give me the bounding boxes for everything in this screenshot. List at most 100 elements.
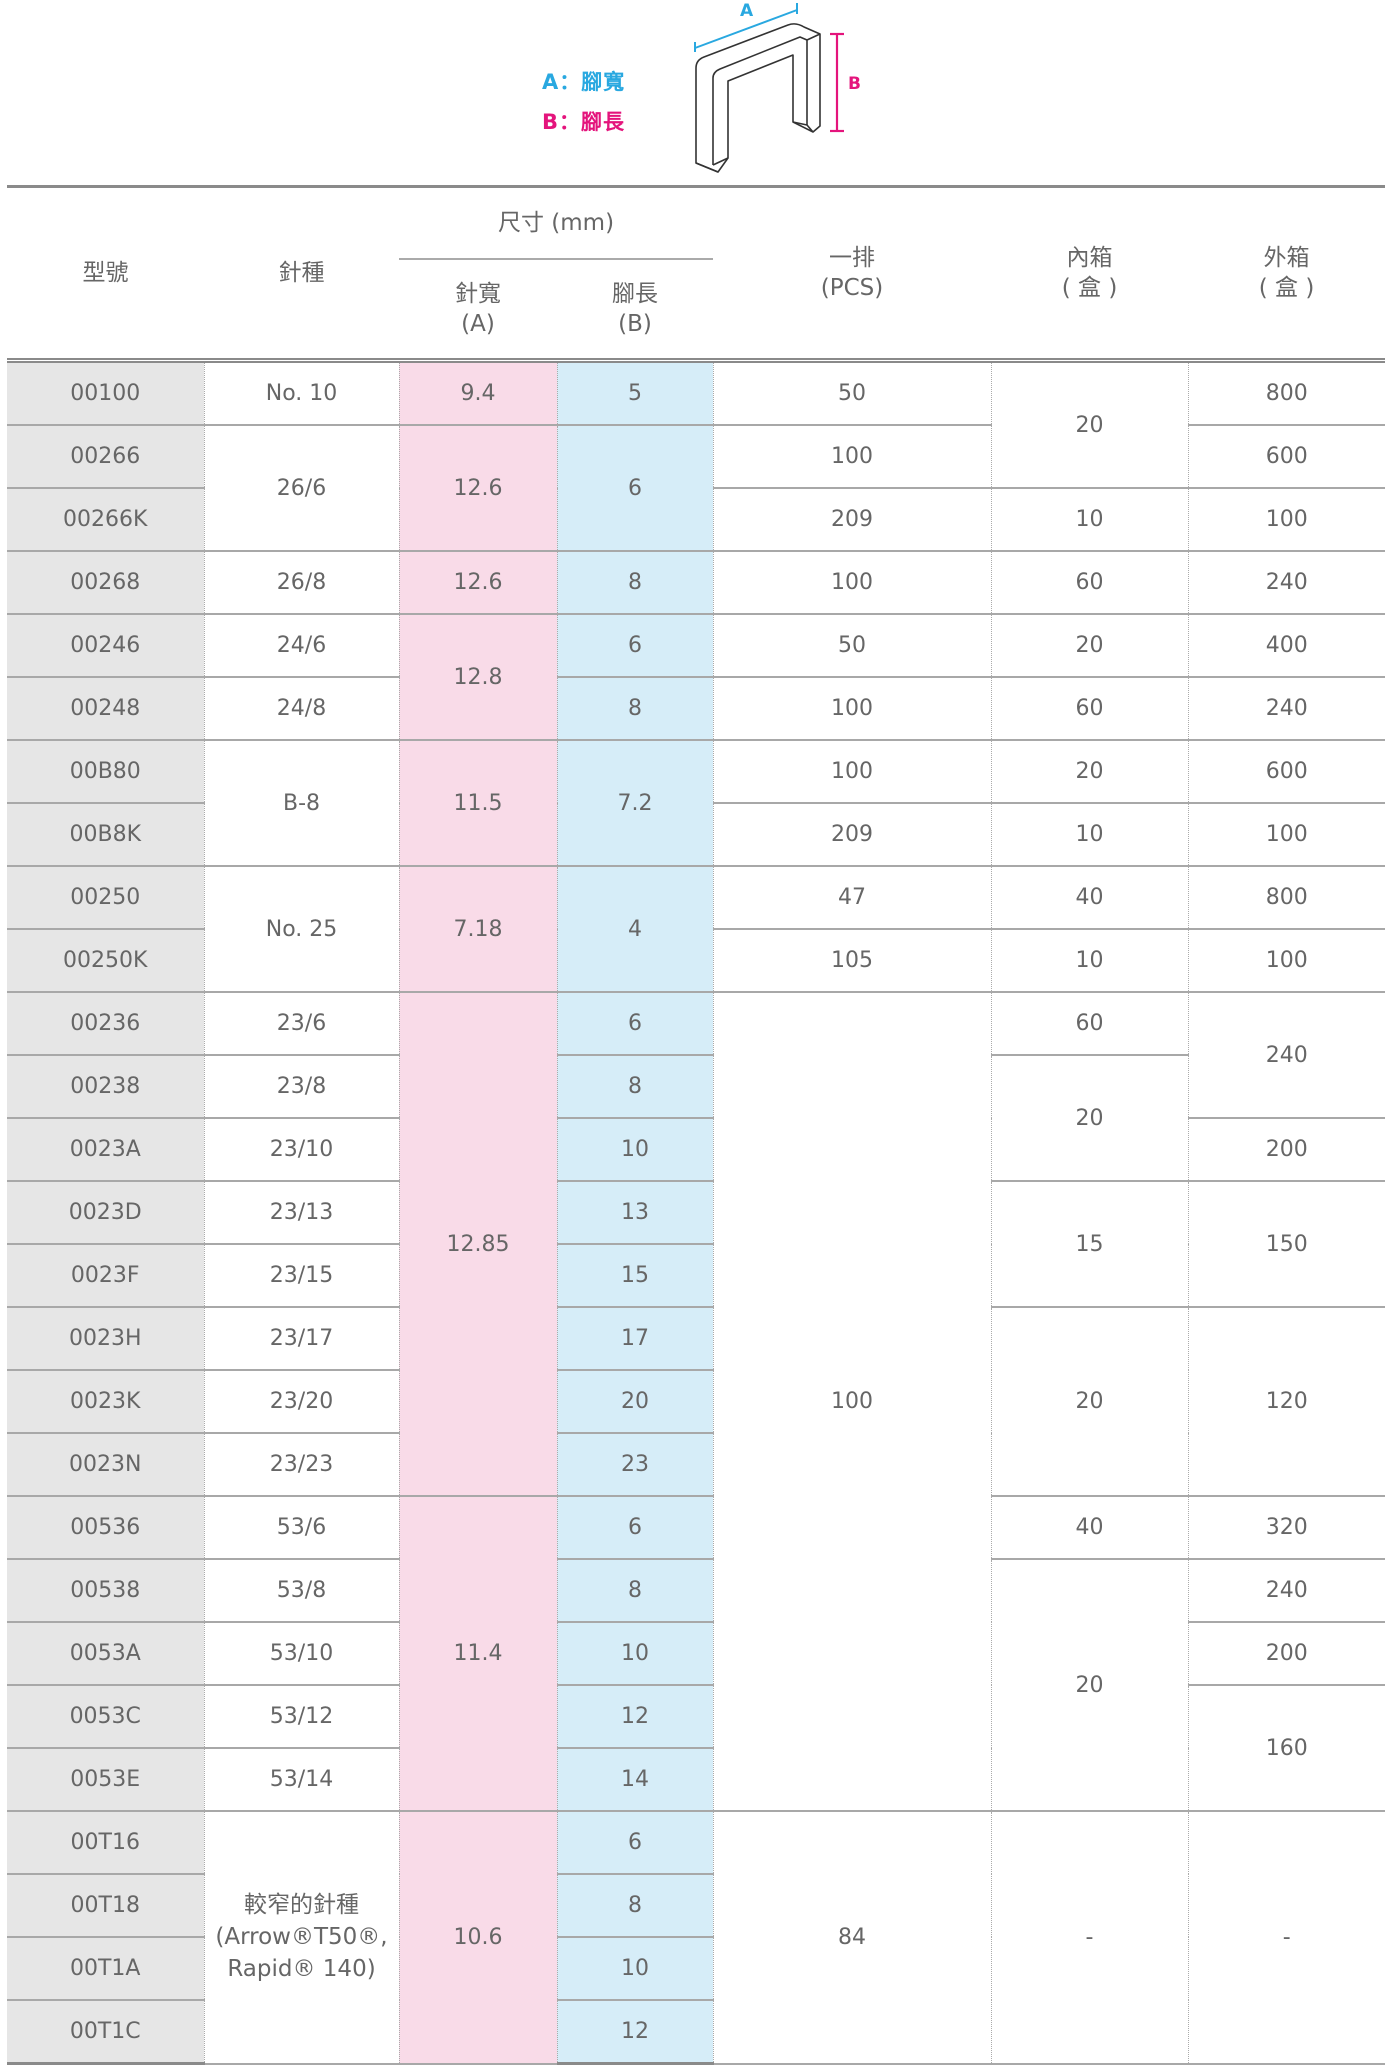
cell-outer: 100 <box>1187 803 1386 867</box>
cell-type: 23/10 <box>203 1118 399 1182</box>
cell-outer: 100 <box>1187 488 1386 552</box>
cell-outer: 240 <box>1187 677 1386 741</box>
cell-model: 0053A <box>7 1622 204 1686</box>
cell-model: 00T16 <box>7 1811 204 1875</box>
header-outer-label: 外箱 <box>1263 245 1310 271</box>
cell-model: 00250K <box>7 929 204 993</box>
cell-model: 00B8K <box>7 803 204 867</box>
cell-model: 0023N <box>7 1433 204 1497</box>
cell-outer: 600 <box>1187 425 1386 489</box>
cell-model: 0023K <box>7 1370 204 1434</box>
table-row: 00266 26/6 12.6 6 100 600 <box>7 425 1386 552</box>
cell-pcs: 100 <box>712 425 992 489</box>
table-row: 00B80 B-8 11.5 7.2 100 20 600 <box>7 740 1386 867</box>
cell-leg: 17 <box>556 1307 714 1371</box>
cell-model: 00248 <box>7 677 204 741</box>
header-model: 型號 <box>7 188 204 363</box>
cell-leg: 6 <box>556 1811 714 1875</box>
cell-outer: 600 <box>1187 740 1386 804</box>
header-size: 尺寸 (mm) <box>497 210 615 236</box>
table-body: 00100 No. 10 9.4 5 50 20 800 00266 26/6 12.6 6 100 6… <box>7 360 1386 2065</box>
top-rule <box>7 185 1385 188</box>
cell-type: No. 25 <box>203 866 399 993</box>
cell-leg: 13 <box>556 1181 714 1245</box>
cell-pcs: 100 <box>712 740 992 804</box>
legend-b: B：腳長 <box>542 110 626 134</box>
table-row: 00268 26/8 12.6 8 100 60 240 <box>7 551 1386 615</box>
cell-leg: 8 <box>556 551 714 615</box>
cell-type: 26/6 <box>203 425 399 552</box>
header-outer-unit: ( 盒 ) <box>1258 275 1315 301</box>
cell-pcs: 100 <box>712 551 992 615</box>
cell-pcs: 209 <box>712 803 992 867</box>
cell-leg: 8 <box>556 1055 714 1119</box>
cell-pcs: 100 <box>712 992 992 1812</box>
cell-type: B-8 <box>203 740 399 867</box>
table-row: 0023A 23/10 10 200 <box>7 1118 1386 1182</box>
cell-outer: 120 <box>1187 1307 1386 1497</box>
cell-pcs: 100 <box>712 677 992 741</box>
cell-inner: 60 <box>990 992 1189 1056</box>
cell-inner: 20 <box>990 740 1189 804</box>
table-row: 00B8K 209 10 100 <box>7 803 1386 867</box>
cell-inner: - <box>990 1811 1189 2065</box>
cell-inner: 40 <box>990 1496 1189 1560</box>
table-row: 00238 23/8 8 20 <box>7 1055 1385 1182</box>
cell-leg: 7.2 <box>556 740 714 867</box>
cell-inner: 60 <box>990 677 1189 741</box>
cell-outer: 240 <box>1187 992 1386 1119</box>
cell-model: 00266 <box>7 425 204 489</box>
dimension-b-label: B <box>848 74 861 94</box>
cell-leg: 6 <box>556 425 714 552</box>
cell-model: 00100 <box>7 360 204 426</box>
cell-inner: 60 <box>990 551 1189 615</box>
header-inner-label: 內箱 <box>1066 245 1113 271</box>
cell-type: No. 10 <box>203 360 399 426</box>
cell-model: 00T1C <box>7 2000 204 2065</box>
cell-leg: 14 <box>556 1748 714 1812</box>
cell-model: 00250 <box>7 866 204 930</box>
cell-outer: 240 <box>1187 551 1386 615</box>
cell-type: 24/8 <box>203 677 399 741</box>
cell-type: 23/6 <box>203 992 399 1056</box>
cell-outer: 240 <box>1187 1559 1386 1623</box>
table-row: 0023K 23/20 20 <box>7 1370 1385 1434</box>
cell-outer: 800 <box>1187 866 1386 930</box>
cell-width: 12.85 <box>398 992 557 1497</box>
cell-type: 23/15 <box>203 1244 399 1308</box>
header-inner-box: 內箱 ( 盒 ) <box>991 188 1189 363</box>
cell-model: 00T1A <box>7 1937 204 2001</box>
cell-inner: 40 <box>990 866 1189 930</box>
cell-leg: 8 <box>556 1874 714 1938</box>
table-row: 00T1C 12 <box>7 2000 1385 2065</box>
cell-outer: - <box>1187 1811 1386 2065</box>
cell-outer: 160 <box>1187 1685 1386 1812</box>
cell-type: 23/17 <box>203 1307 399 1371</box>
cell-leg: 12 <box>556 1685 714 1749</box>
header-leg: 腳長 (B) <box>557 258 714 363</box>
cell-outer: 800 <box>1187 360 1386 426</box>
cell-leg: 5 <box>556 360 714 426</box>
cell-leg: 6 <box>556 1496 714 1560</box>
cell-pcs: 47 <box>712 866 992 930</box>
cell-inner: 15 <box>990 1181 1189 1308</box>
cell-leg: 10 <box>556 1622 714 1686</box>
cell-model: 0023A <box>7 1118 204 1182</box>
cell-leg: 20 <box>556 1370 714 1434</box>
table-row: 00T16 較窄的針種 (Arrow®T50®, Rapid® 140) 10.6 6… <box>7 1811 1386 2065</box>
table-row: 00248 24/8 8 100 60 240 <box>7 677 1386 741</box>
cell-leg: 10 <box>556 1118 714 1182</box>
legend-a: A：腳寬 <box>542 70 626 94</box>
cell-model: 00266K <box>7 488 204 552</box>
cell-model: 00B80 <box>7 740 204 804</box>
cell-model: 00238 <box>7 1055 204 1119</box>
cell-type: 23/23 <box>203 1433 399 1497</box>
cell-leg: 23 <box>556 1433 714 1497</box>
header-leg-label: 腳長 <box>612 281 658 307</box>
cell-outer: 150 <box>1187 1181 1386 1308</box>
cell-pcs: 84 <box>712 1811 992 2065</box>
cell-type: 23/20 <box>203 1370 399 1434</box>
cell-width: 12.8 <box>398 614 557 741</box>
cell-model: 0023F <box>7 1244 204 1308</box>
cell-model: 00538 <box>7 1559 204 1623</box>
